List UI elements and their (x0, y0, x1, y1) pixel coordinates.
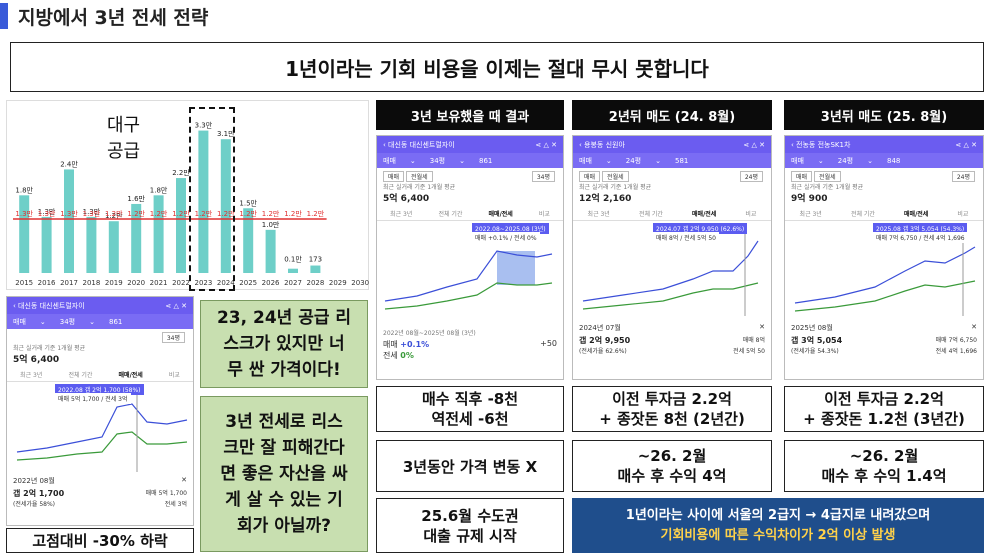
supply-chart: 대구 공급 1.8만 1.3만 2015 1.3만 1.3만 2016 2.4만 1.3만 201… (6, 100, 369, 291)
supply-label: 대구 공급 (107, 115, 141, 162)
year-tick: 2018 (82, 279, 100, 287)
title-accent-bar (0, 3, 8, 29)
price: 5억 6,400 (13, 355, 60, 365)
supply-bar (288, 268, 298, 273)
supply-bar (108, 221, 119, 273)
banner: 1년이라는 기회 비용을 이제는 절대 무시 못합니다 (10, 42, 984, 92)
supply-bar (243, 208, 254, 273)
col1-box1: 매수 직후 -8천 역전세 -6천 (376, 386, 564, 432)
supply-bar (131, 203, 142, 273)
year-tick: 2030 (351, 279, 369, 287)
bar-label: 3.3만 (195, 121, 213, 130)
avg-label: 1.3만 (15, 209, 33, 218)
supply-bar (265, 229, 276, 273)
caption-left: 고점대비 -30% 하락 (6, 528, 194, 553)
avg-label: 1.2만 (262, 209, 280, 218)
bar-label: 2.4만 (60, 159, 78, 168)
year-tick: 2027 (284, 279, 302, 287)
phone-col1: ‹ 대신동 대신센트럴자이 ⋖ △ ✕ 매매 ⌄ 34평 ⌄ 861 매매 전월세 34평 최… (376, 135, 564, 380)
avg-label: 1.3만 (38, 209, 56, 218)
year-tick: 2024 (217, 279, 235, 287)
supply-bars: 1.8만1.3만20151.3만1.3만20162.4만1.3만20171.3만… (13, 121, 369, 287)
year-tick: 2026 (262, 279, 280, 287)
col3-box1: 이전 투자금 2.2억 + 종잣돈 1.2천 (3년간) (784, 386, 984, 432)
year-tick: 2020 (127, 279, 145, 287)
phone-chart (16, 392, 188, 472)
year-tick: 2029 (329, 279, 347, 287)
avg-label: 1.2만 (172, 209, 190, 218)
year-tick: 2022 (172, 279, 190, 287)
avg-label: 1.2만 (307, 209, 325, 218)
col2-header: 2년뒤 매도 (24. 8월) (572, 100, 772, 130)
bar-label: 173 (309, 255, 322, 263)
avg-label: 1.3만 (60, 209, 78, 218)
bar-label: 1.8만 (15, 185, 33, 194)
supply-bar (176, 178, 186, 273)
phone-col2: ‹ 용봉동 신원아 ⋖ △ ✕ 매매 ⌄ 24평 ⌄ 581 매매 전월세 24평 최근 실거… (572, 135, 772, 380)
bar-label: 1.3만 (38, 207, 56, 216)
phone-col3: ‹ 전농동 전농SK1차 ⋖ △ ✕ 매매 ⌄ 24평 ⌄ 848 매매 전월세 24평 최근… (784, 135, 984, 380)
year-tick: 2025 (239, 279, 257, 287)
col2-box1: 이전 투자금 2.2억 + 종잣돈 8천 (2년간) (572, 386, 772, 432)
year-tick: 2019 (105, 279, 123, 287)
avg-label: 1.2만 (195, 209, 213, 218)
year-tick: 2021 (150, 279, 168, 287)
bar-label: 1.8만 (150, 185, 168, 194)
col1-header: 3년 보유했을 때 결과 (376, 100, 564, 130)
supply-bar (64, 169, 74, 273)
supply-bar (220, 139, 231, 273)
avg-label: 1.2만 (127, 209, 145, 218)
avg-label: 1.2만 (105, 209, 123, 218)
col1-box3: 25.6월 수도권 대출 규제 시작 (376, 498, 564, 553)
supply-bar (41, 216, 52, 273)
year-tick: 2028 (306, 279, 324, 287)
avg-label: 1.2만 (284, 209, 302, 218)
conclusion-box: 1년이라는 사이에 서울의 2급지 → 4급지로 내려갔으며 기회비용에 따른 … (572, 498, 984, 553)
bar-label: 1.5만 (239, 198, 257, 207)
bar-label: 1.2만 (105, 211, 123, 220)
bar-label: 3.1만 (217, 129, 235, 138)
phone-left: ‹ 대신동 대신센트럴자이 ⋖ △ ✕ 매매 ⌄ 34평 ⌄ 861 34평 최근 실거래… (6, 296, 194, 526)
avg-label: 1.2만 (217, 209, 235, 218)
bar-label: 2.2만 (172, 168, 190, 177)
bar-label: 1.6만 (127, 194, 145, 203)
col3-header: 3년뒤 매도 (25. 8월) (784, 100, 984, 130)
supply-bar (310, 265, 321, 273)
supply-bar (198, 130, 209, 273)
supply-bar (19, 195, 30, 273)
avg-label: 1.3만 (83, 209, 101, 218)
col2-box2: ~26. 2월 매수 후 수익 4억 (572, 440, 772, 492)
avg-label: 1.2만 (150, 209, 168, 218)
year-tick: 2017 (60, 279, 78, 287)
bar-label: 1.0만 (262, 220, 280, 229)
col3-box2: ~26. 2월 매수 후 수익 1.4억 (784, 440, 984, 492)
avg-label: 1.2만 (239, 209, 257, 218)
year-tick: 2016 (38, 279, 56, 287)
year-tick: 2015 (15, 279, 33, 287)
bar-label: 1.3만 (83, 207, 101, 216)
year-tick: 2023 (194, 279, 212, 287)
bar-label: 0.1만 (284, 254, 302, 263)
supply-bar (153, 195, 164, 273)
page-title: 지방에서 3년 전세 전략 (18, 7, 209, 29)
highlight-box (189, 107, 235, 291)
col1-box2: 3년동안 가격 변동 X (376, 440, 564, 492)
supply-bar (86, 216, 97, 273)
